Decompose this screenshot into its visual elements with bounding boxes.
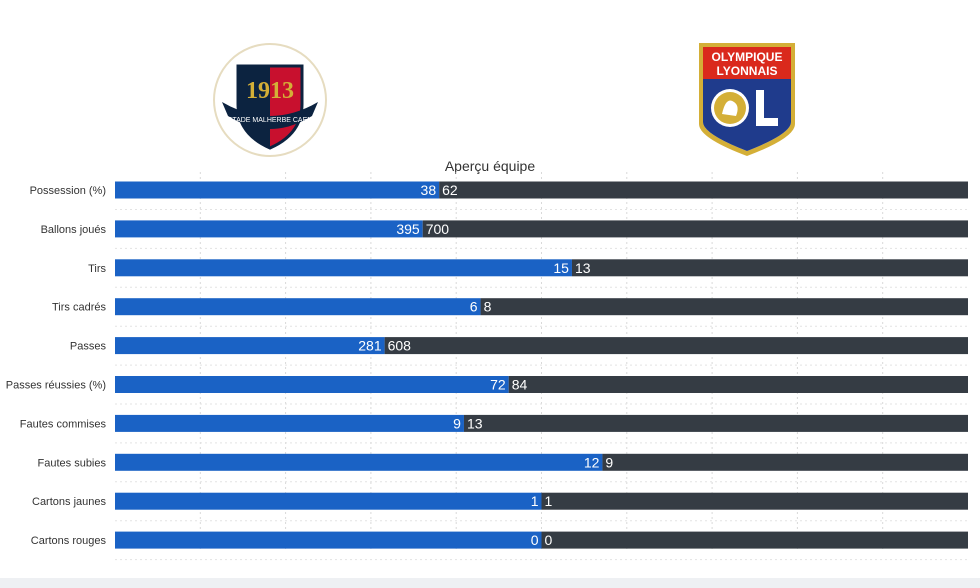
bar-home (115, 259, 572, 277)
bar-away (602, 453, 968, 471)
value-label-away: 1 (545, 493, 553, 509)
bar-away (541, 492, 968, 510)
category-label: Cartons rouges (31, 535, 107, 547)
bar-home (115, 531, 542, 549)
value-label-home: 9 (453, 415, 461, 431)
lyon-logo-icon: OLYMPIQUE LYONNAIS (699, 43, 795, 156)
bar-home (115, 492, 542, 510)
value-label-home: 15 (553, 260, 569, 276)
bar-home (115, 453, 603, 471)
value-label-home: 38 (421, 182, 437, 198)
value-label-home: 395 (396, 221, 420, 237)
bar-away (541, 531, 968, 549)
bar-home (115, 298, 481, 316)
category-label: Ballons joués (41, 224, 107, 236)
lyon-logo-text-line1: OLYMPIQUE (712, 50, 783, 64)
value-label-away: 700 (426, 221, 450, 237)
chart-title: Aperçu équipe (445, 158, 536, 174)
bar-away (480, 298, 968, 316)
caen-logo-icon: 1913 STADE MALHERBE CAEN (213, 43, 327, 157)
category-label: Fautes commises (20, 418, 107, 430)
bar-home (115, 376, 509, 393)
value-label-away: 84 (512, 377, 528, 393)
bar-away (508, 376, 968, 393)
category-label: Passes réussies (%) (6, 380, 106, 392)
category-label: Fautes subies (38, 457, 107, 469)
caen-logo-year: 1913 (246, 78, 294, 104)
value-label-away: 13 (575, 260, 591, 276)
category-label: Cartons jaunes (32, 496, 106, 508)
caen-logo-ring-text: STADE MALHERBE CAEN (228, 117, 313, 124)
bar-away (439, 181, 968, 199)
bar-away (463, 414, 968, 432)
bar-home (115, 414, 464, 432)
value-label-home: 1 (531, 493, 539, 509)
value-label-away: 0 (545, 532, 553, 548)
value-label-home: 12 (584, 454, 600, 470)
value-label-home: 72 (490, 377, 506, 393)
bar-home (115, 181, 440, 199)
value-label-away: 608 (388, 338, 412, 354)
value-label-home: 6 (470, 299, 478, 315)
value-label-away: 13 (467, 415, 483, 431)
bottom-strip (0, 578, 980, 588)
bar-away (384, 337, 968, 355)
category-label: Passes (70, 341, 107, 353)
bar-away (422, 220, 968, 238)
value-label-away: 9 (605, 454, 613, 470)
category-label: Tirs cadrés (52, 302, 106, 314)
bar-away (571, 259, 968, 277)
bar-home (115, 337, 385, 355)
value-label-home: 0 (531, 532, 539, 548)
value-label-home: 281 (358, 338, 382, 354)
value-label-away: 8 (484, 299, 492, 315)
bar-home (115, 220, 423, 238)
lyon-logo-text-line2: LYONNAIS (717, 64, 778, 78)
value-label-away: 62 (442, 182, 458, 198)
category-label: Possession (%) (30, 185, 106, 197)
category-label: Tirs (88, 263, 106, 275)
